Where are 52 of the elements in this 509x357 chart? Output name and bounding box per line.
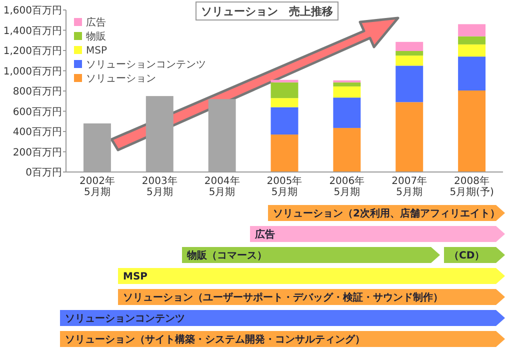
bar bbox=[270, 107, 298, 135]
bar bbox=[396, 102, 424, 172]
legend-label: ソリューションコンテンツ bbox=[86, 60, 206, 70]
bar bbox=[333, 128, 361, 172]
text: ソリューション（ユーザーサポート・デバッグ・検証・サウンド制作） bbox=[123, 292, 443, 304]
text: 広告 bbox=[254, 228, 275, 240]
x-tick-label: 2002年5月期 bbox=[79, 175, 115, 198]
bar bbox=[83, 123, 111, 172]
bar bbox=[396, 51, 424, 56]
bar bbox=[146, 96, 174, 172]
y-tick-label: 1,200百万円 bbox=[3, 46, 62, 57]
y-tick-label: 1,600百万円 bbox=[3, 6, 62, 16]
bar bbox=[333, 82, 361, 86]
bar bbox=[270, 134, 298, 172]
bar bbox=[458, 44, 486, 57]
text: ソリューションコンテンツ bbox=[65, 314, 185, 324]
bar bbox=[396, 56, 424, 66]
bar bbox=[208, 99, 236, 172]
bar bbox=[458, 24, 486, 36]
x-tick-label: 2005年5月期 bbox=[266, 175, 302, 198]
y-tick-label: 800百万円 bbox=[12, 86, 62, 98]
text: ソリューション（サイト構築・システム開発・コンサルティング） bbox=[65, 334, 365, 346]
text: 物販（コマース） bbox=[186, 250, 267, 262]
chart-title: ソリューション 売上推移 bbox=[201, 5, 333, 18]
x-tick-label: 2006年5月期 bbox=[329, 175, 365, 198]
x-tick-label: 2004年5月期 bbox=[204, 175, 240, 198]
bar bbox=[270, 82, 298, 98]
y-tick-label: 0百万円 bbox=[26, 168, 62, 178]
legend-label: ソリューション bbox=[86, 74, 156, 84]
x-tick-label: 2003年5月期 bbox=[142, 175, 178, 198]
y-tick-label: 1,000百万円 bbox=[3, 66, 62, 78]
text: MSP bbox=[123, 272, 148, 282]
legend-label: 物販 bbox=[86, 30, 106, 42]
y-tick-label: 400百万円 bbox=[12, 127, 62, 138]
y-tick-label: 600百万円 bbox=[12, 106, 62, 118]
bar bbox=[458, 90, 486, 172]
bar bbox=[270, 98, 298, 108]
text: （CD） bbox=[449, 250, 485, 262]
x-tick-label: 2008年5月期(予) bbox=[450, 175, 494, 198]
bar bbox=[270, 80, 298, 82]
bar bbox=[396, 42, 424, 52]
x-tick-label: 2007年5月期 bbox=[392, 175, 428, 198]
bar bbox=[458, 56, 486, 90]
bar bbox=[396, 66, 424, 102]
bar bbox=[333, 86, 361, 98]
y-tick-label: 1,400百万円 bbox=[3, 26, 62, 37]
legend-label: 広告 bbox=[86, 16, 106, 28]
text: ソリューション（2次利用、店舗アフィリエイト） bbox=[273, 208, 500, 220]
bar bbox=[458, 36, 486, 44]
bar bbox=[333, 98, 361, 128]
legend-label: MSP bbox=[86, 46, 108, 56]
y-tick-label: 200百万円 bbox=[12, 147, 62, 158]
